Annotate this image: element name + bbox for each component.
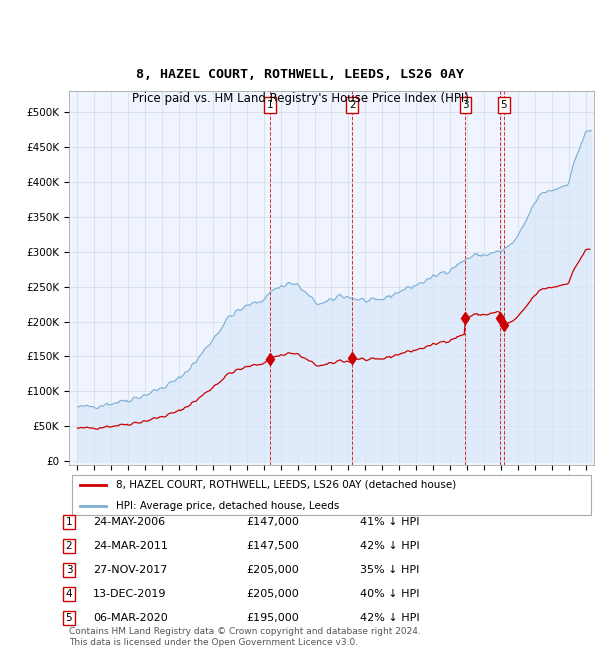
Text: 35% ↓ HPI: 35% ↓ HPI	[360, 565, 419, 575]
Text: 5: 5	[65, 613, 73, 623]
Text: 27-NOV-2017: 27-NOV-2017	[93, 565, 167, 575]
Text: 40% ↓ HPI: 40% ↓ HPI	[360, 589, 419, 599]
Text: 5: 5	[500, 100, 507, 110]
Text: 1: 1	[65, 517, 73, 527]
Text: 1: 1	[267, 100, 274, 110]
Text: 8, HAZEL COURT, ROTHWELL, LEEDS, LS26 0AY (detached house): 8, HAZEL COURT, ROTHWELL, LEEDS, LS26 0A…	[116, 480, 457, 490]
Text: £205,000: £205,000	[246, 565, 299, 575]
Text: £205,000: £205,000	[246, 589, 299, 599]
Text: 24-MAY-2006: 24-MAY-2006	[93, 517, 165, 527]
Text: 2: 2	[349, 100, 356, 110]
Text: 13-DEC-2019: 13-DEC-2019	[93, 589, 167, 599]
Text: 4: 4	[65, 589, 73, 599]
Text: 24-MAR-2011: 24-MAR-2011	[93, 541, 168, 551]
Text: 2: 2	[65, 541, 73, 551]
FancyBboxPatch shape	[71, 474, 592, 515]
Text: £147,500: £147,500	[246, 541, 299, 551]
Text: 3: 3	[65, 565, 73, 575]
Text: 3: 3	[462, 100, 469, 110]
Text: HPI: Average price, detached house, Leeds: HPI: Average price, detached house, Leed…	[116, 500, 340, 511]
Text: 42% ↓ HPI: 42% ↓ HPI	[360, 613, 419, 623]
Text: Price paid vs. HM Land Registry's House Price Index (HPI): Price paid vs. HM Land Registry's House …	[131, 92, 469, 105]
Text: 8, HAZEL COURT, ROTHWELL, LEEDS, LS26 0AY: 8, HAZEL COURT, ROTHWELL, LEEDS, LS26 0A…	[136, 68, 464, 81]
Text: Contains HM Land Registry data © Crown copyright and database right 2024.
This d: Contains HM Land Registry data © Crown c…	[69, 627, 421, 647]
Text: £147,000: £147,000	[246, 517, 299, 527]
Text: £195,000: £195,000	[246, 613, 299, 623]
Text: 41% ↓ HPI: 41% ↓ HPI	[360, 517, 419, 527]
Text: 42% ↓ HPI: 42% ↓ HPI	[360, 541, 419, 551]
Text: 06-MAR-2020: 06-MAR-2020	[93, 613, 168, 623]
